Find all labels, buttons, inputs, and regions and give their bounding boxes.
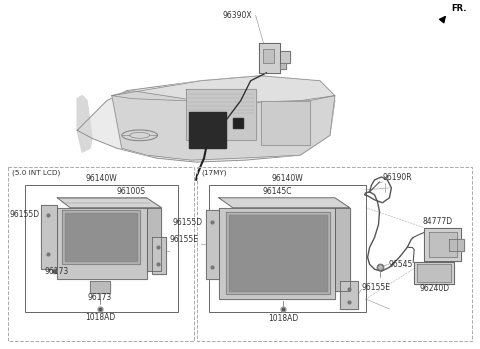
Text: 1018AD: 1018AD xyxy=(268,314,299,323)
Text: 96173: 96173 xyxy=(88,293,112,302)
Polygon shape xyxy=(219,208,335,299)
Polygon shape xyxy=(112,91,335,160)
Polygon shape xyxy=(65,213,137,261)
Polygon shape xyxy=(429,231,457,257)
Polygon shape xyxy=(226,212,330,294)
Polygon shape xyxy=(424,228,461,261)
Bar xyxy=(209,185,366,312)
Polygon shape xyxy=(449,239,464,251)
Text: 96140W: 96140W xyxy=(85,174,117,183)
Polygon shape xyxy=(186,89,255,140)
Text: 96155D: 96155D xyxy=(173,218,203,227)
Text: 96155E: 96155E xyxy=(169,235,198,244)
Polygon shape xyxy=(77,76,335,162)
Polygon shape xyxy=(219,198,350,208)
Polygon shape xyxy=(280,51,290,63)
Text: 96390X: 96390X xyxy=(223,11,252,20)
Bar xyxy=(8,167,194,341)
Text: (17MY): (17MY) xyxy=(201,169,227,176)
Polygon shape xyxy=(414,262,454,284)
Polygon shape xyxy=(206,210,219,279)
Polygon shape xyxy=(90,281,110,293)
Text: (5.0 INT LCD): (5.0 INT LCD) xyxy=(12,169,60,176)
Text: 96173: 96173 xyxy=(45,267,69,276)
Polygon shape xyxy=(62,210,140,264)
Polygon shape xyxy=(261,101,310,145)
Polygon shape xyxy=(340,281,358,309)
Polygon shape xyxy=(112,76,335,103)
Text: 84777D: 84777D xyxy=(422,217,452,225)
Polygon shape xyxy=(280,63,286,69)
Polygon shape xyxy=(189,112,226,148)
Text: 96145C: 96145C xyxy=(263,187,292,196)
Polygon shape xyxy=(229,215,327,291)
Polygon shape xyxy=(152,237,167,274)
Polygon shape xyxy=(233,118,243,128)
Text: 96240D: 96240D xyxy=(419,284,449,293)
Bar xyxy=(24,185,178,312)
Polygon shape xyxy=(77,96,92,152)
Text: 96155D: 96155D xyxy=(10,210,39,219)
Polygon shape xyxy=(146,208,161,271)
Bar xyxy=(197,167,472,341)
Polygon shape xyxy=(259,43,280,73)
Polygon shape xyxy=(40,205,57,269)
Polygon shape xyxy=(417,264,451,282)
Bar xyxy=(263,49,275,63)
Text: 96140W: 96140W xyxy=(271,174,303,183)
Text: 96545: 96545 xyxy=(388,260,413,269)
Polygon shape xyxy=(57,198,161,208)
Text: 96190R: 96190R xyxy=(383,173,412,183)
Text: 1018AD: 1018AD xyxy=(85,313,115,322)
Polygon shape xyxy=(335,208,350,291)
Text: 96100S: 96100S xyxy=(117,187,146,196)
Polygon shape xyxy=(57,208,146,279)
Text: FR.: FR. xyxy=(451,4,467,13)
Text: 96155E: 96155E xyxy=(361,283,391,292)
